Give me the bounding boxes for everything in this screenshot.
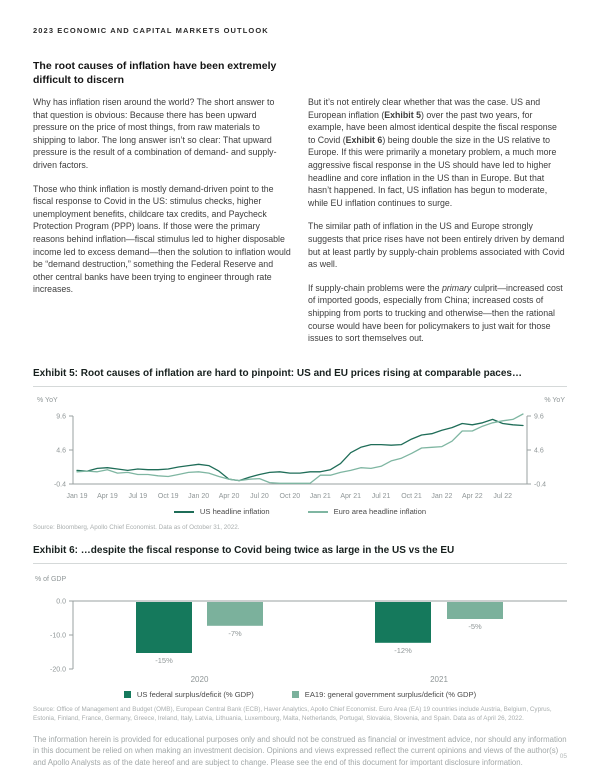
bar-chart-exhibit-6: 0.0 -10.0 -20.0 -15% -12% -7% -5% 2020 2021: [50, 599, 567, 684]
svg-text:Apr 20: Apr 20: [219, 493, 240, 500]
svg-text:Jul 22: Jul 22: [493, 493, 512, 500]
svg-text:Oct 19: Oct 19: [158, 493, 179, 500]
article-heading: The root causes of inflation have been e…: [33, 60, 277, 86]
svg-text:-12%: -12%: [394, 646, 412, 655]
disclaimer-text: The information herein is provided for e…: [33, 735, 567, 767]
exhibit-5-rule: [33, 385, 567, 387]
exhibit-5-title: Exhibit 5: Root causes of inflation are …: [33, 367, 522, 379]
legend-item: Euro area headline inflation: [307, 507, 427, 517]
svg-text:-7%: -7%: [228, 629, 242, 638]
us-headline-inflation-line: [76, 418, 524, 481]
svg-text:Jul 21: Jul 21: [372, 493, 391, 500]
svg-text:-0.4: -0.4: [54, 481, 66, 488]
legend-item: US headline inflation: [173, 507, 270, 517]
legend-swatch: [173, 510, 194, 513]
svg-text:Jul 20: Jul 20: [250, 493, 269, 500]
legend-swatch: [291, 690, 299, 698]
svg-text:Jan 20: Jan 20: [188, 493, 209, 500]
legend-label: US federal surplus/deficit (% GDP): [136, 689, 254, 699]
exhibit-5-legend: US headline inflation Euro area headline …: [33, 505, 567, 519]
y-axis-unit-left: % YoY: [37, 396, 58, 404]
legend-label: EA19: general government surplus/deficit…: [304, 689, 477, 699]
svg-text:-15%: -15%: [155, 656, 173, 665]
document-header: 2023 ECONOMIC AND CAPITAL MARKETS OUTLOO…: [33, 26, 269, 35]
bar-2020-ea19: [207, 602, 263, 627]
legend-item: US federal surplus/deficit (% GDP): [123, 689, 254, 699]
svg-text:2021: 2021: [430, 675, 448, 684]
exhibit-6-legend: US federal surplus/deficit (% GDP) EA19: …: [33, 687, 567, 701]
exhibit-6-title: Exhibit 6: …despite the fiscal response …: [33, 545, 455, 557]
svg-text:9.6: 9.6: [56, 413, 66, 420]
euro-area-headline-inflation-line: [76, 413, 524, 484]
paragraph: Those who think inflation is mostly dema…: [33, 183, 291, 295]
paragraph: If supply-chain problems were the primar…: [308, 282, 563, 344]
svg-text:Apr 19: Apr 19: [97, 493, 118, 500]
svg-text:-0.4: -0.4: [534, 481, 546, 488]
exhibit-5-source: Source: Bloomberg, Apollo Chief Economis…: [33, 523, 240, 531]
exhibit-6-source: Source: Office of Management and Budget …: [33, 706, 552, 723]
legend-swatch: [307, 510, 328, 513]
svg-text:Oct 20: Oct 20: [280, 493, 301, 500]
legend-swatch: [123, 690, 131, 698]
left-column: Why has inflation risen around the world…: [33, 96, 291, 356]
y-axis-unit-right: % YoY: [544, 396, 565, 404]
legend-label: US headline inflation: [199, 507, 270, 517]
svg-text:Jan 19: Jan 19: [66, 493, 87, 500]
svg-text:0.0: 0.0: [56, 599, 66, 606]
svg-text:Jan 21: Jan 21: [310, 493, 331, 500]
body-columns: Why has inflation risen around the world…: [33, 96, 567, 356]
right-column: But it’s not entirely clear whether that…: [308, 96, 566, 356]
svg-text:-10.0: -10.0: [50, 633, 66, 640]
bar-2021-ea19: [447, 602, 503, 620]
svg-text:Jan 22: Jan 22: [431, 493, 452, 500]
paragraph: The similar path of inflation in the US …: [308, 221, 565, 270]
svg-text:2020: 2020: [191, 675, 209, 684]
legend-item: EA19: general government surplus/deficit…: [291, 689, 477, 699]
exhibit-6: Exhibit 6: …despite the fiscal response …: [33, 545, 567, 724]
paragraph: But it’s not entirely clear whether that…: [308, 97, 557, 208]
svg-text:4.6: 4.6: [534, 447, 544, 454]
bar-2020-us: [136, 602, 192, 654]
svg-text:Apr 21: Apr 21: [340, 493, 361, 500]
paragraph: Why has inflation risen around the world…: [33, 97, 277, 170]
bar-2021-us: [375, 602, 431, 644]
exhibit-6-rule: [33, 563, 567, 565]
y-axis-unit: % of GDP: [35, 576, 67, 584]
exhibit-5-axis-units: % YoY % YoY: [35, 397, 565, 406]
svg-text:-5%: -5%: [468, 622, 482, 631]
svg-text:Jul 19: Jul 19: [128, 493, 147, 500]
svg-text:9.6: 9.6: [534, 413, 544, 420]
svg-text:4.6: 4.6: [56, 447, 66, 454]
legend-label: Euro area headline inflation: [333, 507, 427, 517]
svg-text:Oct 21: Oct 21: [401, 493, 422, 500]
exhibit-5: Exhibit 5: Root causes of inflation are …: [33, 368, 567, 533]
svg-text:-20.0: -20.0: [50, 667, 66, 674]
svg-text:Apr 22: Apr 22: [462, 493, 483, 500]
page-number: 05: [559, 753, 567, 760]
